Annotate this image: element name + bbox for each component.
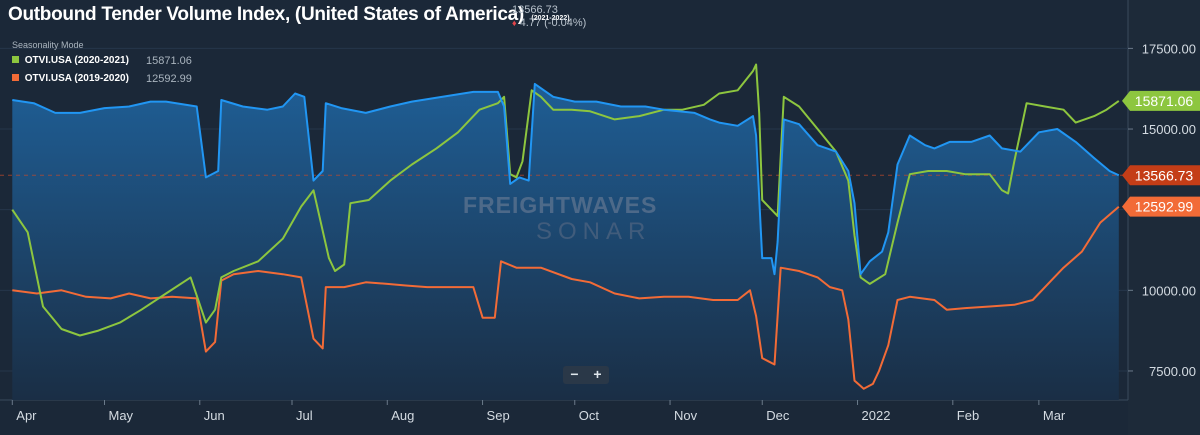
change-value: 4.77 (-0.04%) [519,17,587,29]
down-arrow-icon: ♦ [512,18,517,28]
x-tick-label: Oct [579,408,600,423]
y-tick-label: 10000.00 [1142,283,1196,298]
series-badge: 13566.73 [1122,165,1200,186]
seasonality-label: Seasonality Mode [12,40,84,50]
badge-label: 12592.99 [1135,199,1194,215]
x-tick-label: May [109,408,134,423]
legend-item-2020-2021[interactable]: OTVI.USA (2020-2021) 15871.06 [12,55,192,67]
legend-value: 12592.99 [146,73,192,85]
legend-label: OTVI.USA (2019-2020) [24,73,129,84]
badge-shape [1122,90,1200,111]
x-tick-label: 2022 [862,408,891,423]
legend-label: OTVI.USA (2020-2021) [24,55,129,66]
watermark-sonar: SONAR [536,218,652,245]
x-tick-label: Dec [766,408,790,423]
x-tick-label: Apr [16,408,37,423]
last-value: 13566.73 [512,4,558,16]
legend-swatch [12,56,19,63]
badge-shape [1122,196,1200,217]
zoom-in-button[interactable]: + [593,366,602,382]
legend-item-2019-2020[interactable]: OTVI.USA (2019-2020) 12592.99 [12,73,192,85]
x-tick-label: Feb [957,408,979,423]
legend-value: 15871.06 [146,55,192,67]
y-tick-label: 7500.00 [1149,364,1196,379]
change-readout: ♦ 4.77 (-0.04%) [512,17,586,29]
badge-label: 15871.06 [1135,93,1194,109]
watermark-logo: FREIGHTWAVES [463,192,658,218]
title-range: (2021-2022) [531,15,570,22]
series-badge: 15871.06 [1122,90,1200,111]
x-tick-label: Jul [296,408,313,423]
zoom-control: − + [563,366,609,384]
zoom-out-button[interactable]: − [570,366,579,382]
chart-title: Outbound Tender Volume Index, (United St… [8,4,570,26]
series-badge: 12592.99 [1122,196,1200,217]
y-tick-label: 15000.00 [1142,122,1196,137]
series-line [12,82,1120,276]
x-tick-label: Mar [1043,408,1066,423]
x-tick-label: Sep [487,408,510,423]
x-tick-label: Nov [674,408,698,423]
title-text: Outbound Tender Volume Index, (United St… [8,4,524,25]
badge-shape [1122,165,1200,186]
badge-label: 13566.73 [1135,167,1194,183]
series-line [11,63,1120,337]
x-tick-label: Jun [204,408,225,423]
y-axis-background [1128,0,1200,435]
legend-swatch [12,74,19,81]
x-tick-label: Aug [391,408,414,423]
y-tick-label: 17500.00 [1142,41,1196,56]
